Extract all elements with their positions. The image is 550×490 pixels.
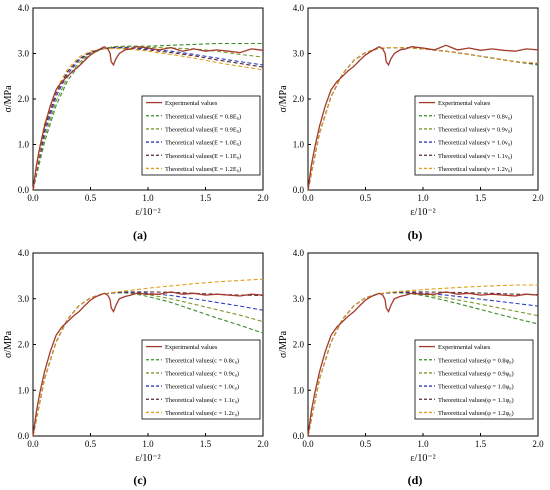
series-line-experimental [307, 44, 539, 191]
legend-label: Theoretical values(ν = 1.2ν₀) [438, 166, 512, 173]
x-tick-label: 2.0 [257, 439, 269, 449]
y-axis-label: σ/MPa [278, 85, 289, 113]
legend-label: Theoretical values(E = 1.1E₀) [165, 153, 241, 160]
y-tick-label: 0.0 [18, 431, 30, 441]
legend-label: Theoretical values(E = 1.0E₀) [165, 140, 241, 147]
legend-label: Experimental values [438, 344, 491, 351]
y-tick-label: 1.0 [293, 385, 305, 395]
legend-label: Theoretical values(ν = 1.1ν₀) [438, 153, 512, 160]
series-line-theoretical [32, 42, 263, 191]
y-axis-label: σ/MPa [3, 330, 14, 358]
y-tick-label: 1.0 [18, 140, 30, 150]
chart-panel: 0.0 0.5 1.0 1.5 2.0 0.0 1.0 2.0 3.0 4.0 ε/10⁻² σ/MP… [278, 3, 544, 218]
legend-box [141, 339, 261, 420]
y-tick-label: 0.0 [293, 431, 305, 441]
legend-label: Theoretical values(φ = 1.2φ₀) [438, 410, 514, 417]
series-line-theoretical [32, 46, 264, 191]
y-tick-label: 2.0 [18, 340, 30, 350]
x-axis-label: ε/10⁻² [410, 207, 435, 218]
x-tick-label: 2.0 [532, 439, 544, 449]
series-line-theoretical [307, 284, 538, 437]
series-line-experimental [32, 291, 264, 437]
series-line-experimental [32, 45, 264, 191]
y-tick-label: 3.0 [293, 49, 305, 59]
legend-box [141, 95, 261, 176]
y-tick-label: 3.0 [293, 294, 305, 304]
x-tick-label: 0.5 [360, 439, 372, 449]
y-tick-label: 0.0 [293, 185, 305, 195]
x-axis-label: ε/10⁻² [135, 453, 160, 464]
y-tick-label: 0.0 [18, 185, 30, 195]
y-tick-label: 1.0 [18, 385, 30, 395]
legend-label: Experimental values [165, 100, 218, 107]
x-axis-label: ε/10⁻² [410, 453, 435, 464]
legend-label: Theoretical values(c = 1.0c₀) [165, 384, 239, 391]
chart-panel: 0.0 0.5 1.0 1.5 2.0 0.0 1.0 2.0 3.0 4.0 ε/10⁻² σ/MP… [3, 248, 269, 464]
y-tick-label: 2.0 [293, 340, 305, 350]
x-tick-label: 1.5 [475, 193, 487, 203]
x-tick-label: 2.0 [532, 193, 544, 203]
x-tick-label: 0.0 [27, 439, 39, 449]
legend-label: Theoretical values(ν = 1.0ν₀) [438, 140, 512, 147]
y-tick-label: 3.0 [18, 294, 30, 304]
y-tick-label: 2.0 [293, 94, 305, 104]
legend-box [414, 339, 534, 420]
x-tick-label: 1.5 [200, 193, 212, 203]
legend-label: Theoretical values(φ = 1.0φ₀) [438, 384, 514, 391]
series-line-experimental [307, 291, 539, 437]
x-tick-label: 1.0 [417, 439, 429, 449]
legend-label: Theoretical values(c = 1.1c₀) [165, 397, 239, 404]
legend-label: Theoretical values(c = 0.9c₀) [165, 370, 239, 377]
panel-label-a: (a) [133, 228, 147, 242]
legend-label: Theoretical values(φ = 0.8φ₀) [438, 357, 514, 364]
legend-label: Theoretical values(E = 1.2E₀) [165, 166, 241, 173]
x-axis-label: ε/10⁻² [135, 207, 160, 218]
legend-label: Theoretical values(E = 0.8E₀) [165, 113, 241, 120]
panel-label-b: (b) [408, 228, 423, 242]
legend-label: Experimental values [165, 344, 218, 351]
chart-panel: 0.0 0.5 1.0 1.5 2.0 0.0 1.0 2.0 3.0 4.0 ε/10⁻² σ/MP… [278, 248, 544, 464]
x-tick-label: 0.0 [302, 193, 314, 203]
legend-box [414, 95, 534, 176]
y-tick-label: 4.0 [293, 3, 305, 13]
y-tick-label: 3.0 [18, 49, 30, 59]
series-line-theoretical [32, 291, 264, 437]
x-tick-label: 0.5 [85, 439, 97, 449]
x-tick-label: 1.0 [142, 439, 154, 449]
legend-label: Theoretical values(φ = 0.9φ₀) [438, 370, 514, 377]
x-tick-label: 0.5 [85, 193, 97, 203]
legend-label: Theoretical values(c = 0.8c₀) [165, 357, 239, 364]
legend-label: Theoretical values(φ = 1.1φ₀) [438, 397, 514, 404]
series-line-theoretical [32, 47, 264, 191]
x-tick-label: 1.0 [417, 193, 429, 203]
series-line-theoretical [32, 278, 264, 437]
x-tick-label: 1.5 [475, 439, 487, 449]
y-tick-label: 2.0 [18, 94, 30, 104]
x-tick-label: 1.0 [142, 193, 154, 203]
y-axis-label: σ/MPa [278, 330, 289, 358]
y-axis-label: σ/MPa [3, 85, 14, 113]
legend-label: Experimental values [438, 100, 491, 107]
panel-label-d: (d) [408, 473, 423, 487]
y-tick-label: 4.0 [18, 248, 30, 258]
series-line-theoretical [307, 47, 539, 191]
x-tick-label: 2.0 [257, 193, 269, 203]
chart-panel: 0.0 0.5 1.0 1.5 2.0 0.0 1.0 2.0 3.0 4.0 ε/10⁻² σ/MP… [3, 3, 269, 218]
y-tick-label: 1.0 [293, 140, 305, 150]
legend-label: Theoretical values(ν = 0.9ν₀) [438, 126, 512, 133]
legend-label: Theoretical values(c = 1.2c₀) [165, 410, 239, 417]
x-tick-label: 1.5 [200, 439, 212, 449]
legend-label: Theoretical values(E = 0.9E₀) [165, 126, 241, 133]
y-tick-label: 4.0 [293, 248, 305, 258]
x-tick-label: 0.0 [302, 439, 314, 449]
y-tick-label: 4.0 [18, 3, 30, 13]
x-tick-label: 0.0 [27, 193, 39, 203]
panel-label-c: (c) [133, 473, 146, 487]
x-tick-label: 0.5 [360, 193, 372, 203]
legend-label: Theoretical values(ν = 0.8ν₀) [438, 113, 512, 120]
